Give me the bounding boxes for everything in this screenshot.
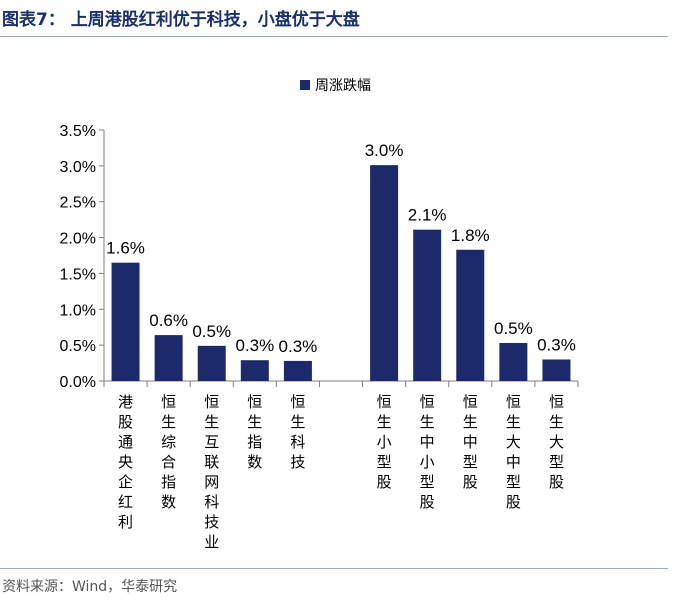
source-note: 资料来源：Wind，华泰研究: [2, 579, 178, 595]
bar: [499, 342, 528, 381]
data-label: 0.3%: [537, 335, 576, 354]
bar-series: 1.6% 港股通央企红利 0.6% 恒生综合指数 0.5% 恒生互联网科技业 0.3% 恒生指…: [106, 141, 576, 551]
bar: [240, 360, 269, 381]
data-label: 3.0%: [365, 141, 404, 160]
y-tick-label: 1.0%: [60, 302, 96, 319]
data-label: 0.5%: [494, 319, 533, 338]
data-label: 1.8%: [451, 226, 490, 245]
category-label: 恒生大中型股: [506, 393, 521, 511]
data-label: 0.6%: [149, 311, 188, 330]
y-tick-label: 3.5%: [60, 123, 96, 140]
data-label: 0.3%: [279, 337, 318, 356]
category-label: 港股通央企红利: [118, 393, 133, 531]
category-label: 恒生指数: [247, 393, 262, 471]
legend: 周涨跌幅: [300, 78, 371, 94]
bar: [283, 360, 312, 381]
x-axis: [103, 380, 579, 387]
category-label: 恒生综合指数: [161, 393, 176, 511]
data-label: 0.3%: [235, 336, 274, 355]
y-tick-label: 2.5%: [60, 195, 96, 212]
category-label: 恒生中型股: [463, 393, 478, 491]
data-label: 1.6%: [106, 239, 145, 258]
source-divider: [0, 568, 668, 569]
legend-swatch: [300, 80, 310, 90]
chart-title: 图表7： 上周港股红利优于科技，小盘优于大盘: [2, 10, 360, 30]
y-tick-label: 3.0%: [60, 159, 96, 176]
bar: [370, 165, 399, 381]
y-tick-label: 1.5%: [60, 266, 96, 283]
y-tick-label: 0.5%: [60, 338, 96, 355]
bar: [456, 249, 485, 381]
category-label: 恒生大型股: [549, 393, 564, 491]
category-label: 恒生中小型股: [420, 393, 435, 511]
legend-label: 周涨跌幅: [315, 78, 371, 94]
bar: [154, 335, 183, 381]
y-tick-label: 0.0%: [60, 374, 96, 391]
y-tick-label: 2.0%: [60, 231, 96, 248]
category-label: 恒生互联网科技业: [204, 393, 219, 551]
bar: [197, 345, 226, 381]
category-label: 恒生小型股: [377, 393, 392, 491]
bar: [413, 229, 442, 381]
bar: [542, 359, 571, 381]
title-divider: [0, 36, 668, 37]
data-label: 2.1%: [408, 206, 447, 225]
data-label: 0.5%: [192, 322, 231, 341]
y-axis: 0.0% 0.5% 1.0% 1.5% 2.0% 2.5% 3.0% 3.5%: [60, 123, 105, 391]
category-label: 恒生科技: [290, 393, 305, 471]
bar: [111, 262, 140, 381]
